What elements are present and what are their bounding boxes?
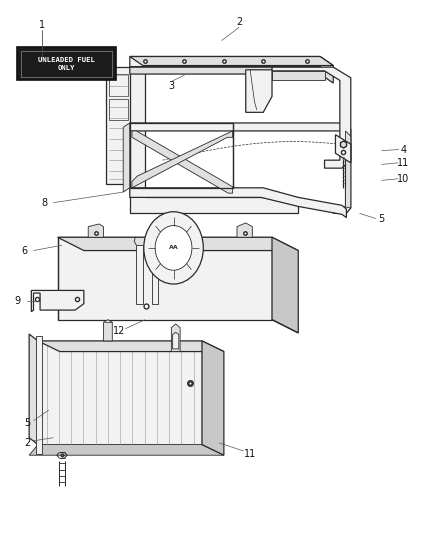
- Polygon shape: [245, 70, 272, 112]
- Polygon shape: [130, 67, 332, 83]
- Text: UNLEADED FUEL
ONLY: UNLEADED FUEL ONLY: [38, 56, 95, 71]
- Text: 2: 2: [236, 17, 242, 27]
- Text: 11: 11: [244, 449, 256, 458]
- Text: 9: 9: [14, 296, 20, 306]
- Text: 4: 4: [399, 144, 406, 155]
- Polygon shape: [31, 290, 84, 312]
- Text: 5: 5: [378, 214, 384, 224]
- Polygon shape: [130, 56, 332, 75]
- Text: 5: 5: [24, 418, 30, 429]
- Text: 6: 6: [21, 246, 28, 255]
- Polygon shape: [57, 237, 297, 251]
- Polygon shape: [38, 341, 201, 445]
- Text: 2: 2: [24, 438, 30, 448]
- Polygon shape: [130, 188, 346, 217]
- Polygon shape: [201, 341, 223, 455]
- Polygon shape: [171, 324, 180, 352]
- Polygon shape: [106, 67, 132, 184]
- Polygon shape: [130, 67, 297, 213]
- Polygon shape: [272, 71, 324, 80]
- Polygon shape: [272, 237, 297, 333]
- Polygon shape: [29, 445, 223, 455]
- Polygon shape: [57, 237, 272, 320]
- Polygon shape: [103, 320, 112, 341]
- Text: 1: 1: [39, 20, 45, 30]
- Polygon shape: [35, 336, 42, 454]
- Polygon shape: [132, 131, 232, 193]
- Polygon shape: [136, 245, 143, 304]
- Polygon shape: [123, 123, 130, 192]
- Text: 8: 8: [41, 198, 47, 208]
- Text: 3: 3: [168, 81, 174, 91]
- Polygon shape: [335, 135, 350, 163]
- Polygon shape: [272, 67, 350, 168]
- Polygon shape: [38, 341, 223, 352]
- Circle shape: [144, 212, 203, 284]
- Polygon shape: [237, 223, 252, 237]
- Circle shape: [155, 225, 191, 270]
- Polygon shape: [88, 224, 103, 237]
- Polygon shape: [172, 333, 178, 349]
- Polygon shape: [151, 245, 158, 304]
- Polygon shape: [345, 131, 350, 208]
- Text: 11: 11: [396, 158, 409, 168]
- Polygon shape: [130, 123, 350, 213]
- Text: 12: 12: [113, 326, 125, 336]
- Polygon shape: [29, 334, 38, 445]
- Text: AA: AA: [168, 245, 178, 251]
- Polygon shape: [132, 131, 232, 188]
- Text: 10: 10: [396, 174, 409, 184]
- FancyBboxPatch shape: [17, 47, 116, 80]
- Polygon shape: [130, 56, 332, 66]
